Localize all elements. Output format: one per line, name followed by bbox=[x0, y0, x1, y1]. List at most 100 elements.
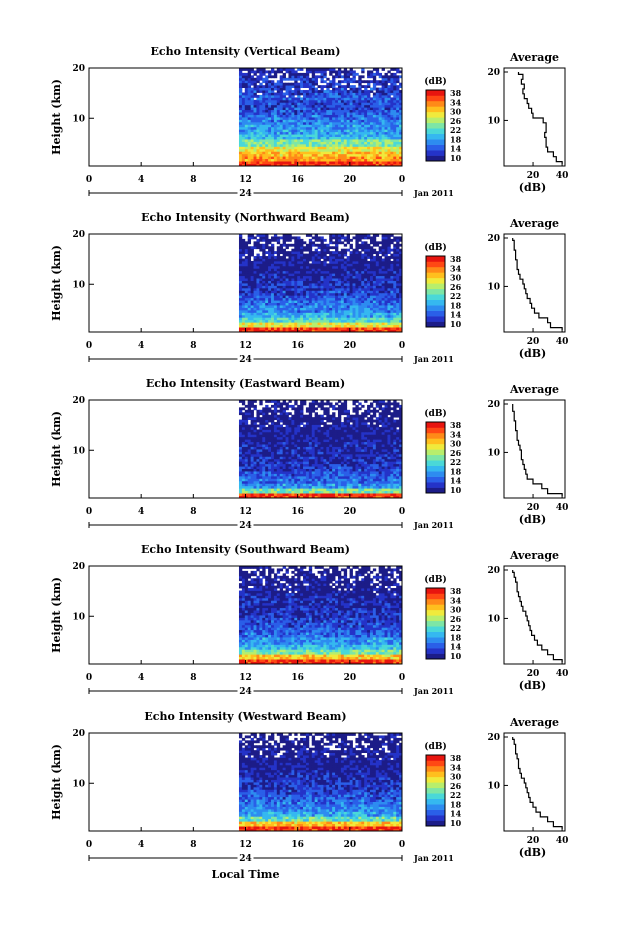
heatmap-cell bbox=[369, 317, 374, 321]
heatmap-cell bbox=[393, 260, 397, 264]
heatmap-cell bbox=[323, 119, 327, 123]
heatmap-cell bbox=[352, 143, 356, 147]
heatmap-cell bbox=[303, 475, 307, 479]
heatmap-cell bbox=[253, 134, 257, 137]
heatmap-cell bbox=[320, 327, 324, 330]
heatmap-cell bbox=[282, 141, 286, 145]
heatmap-cell bbox=[369, 139, 374, 142]
heatmap-cell bbox=[265, 114, 269, 118]
heatmap-cell bbox=[378, 300, 383, 303]
heatmap-cell bbox=[244, 241, 249, 245]
x-tick-label: 0 bbox=[86, 341, 92, 351]
heatmap-cell bbox=[381, 485, 385, 489]
heatmap-cell bbox=[238, 121, 243, 125]
heatmap-cell bbox=[375, 268, 380, 272]
heatmap-cell bbox=[291, 475, 295, 479]
heatmap-cell bbox=[399, 109, 403, 113]
heatmap-cell bbox=[256, 488, 260, 492]
heatmap-cell bbox=[244, 475, 249, 479]
heatmap-cell bbox=[297, 75, 301, 79]
colorbar-tick-label: 38 bbox=[450, 88, 462, 98]
heatmap-cell bbox=[320, 309, 324, 313]
heatmap-cell bbox=[256, 143, 260, 147]
heatmap-cell bbox=[387, 324, 391, 328]
heatmap-cell bbox=[271, 253, 275, 257]
heatmap-cell bbox=[262, 253, 266, 257]
heatmap-cell bbox=[369, 280, 374, 284]
heatmap-cell bbox=[297, 141, 301, 145]
heatmap-cell bbox=[282, 119, 286, 123]
heatmap-cell bbox=[372, 119, 377, 123]
heatmap-cell bbox=[282, 94, 286, 98]
heatmap-cell bbox=[259, 312, 263, 316]
heatmap-cell bbox=[308, 292, 313, 296]
heatmap-cell bbox=[387, 246, 391, 250]
heatmap-cell bbox=[320, 319, 324, 323]
heatmap-cell bbox=[323, 251, 327, 254]
heatmap-cell bbox=[314, 483, 318, 487]
heatmap-cell bbox=[323, 72, 327, 76]
heatmap-cell bbox=[378, 312, 383, 316]
heatmap-cell bbox=[244, 285, 249, 289]
heatmap-cell bbox=[288, 258, 292, 262]
heatmap-cell bbox=[303, 102, 307, 106]
heatmap-cell bbox=[305, 163, 310, 167]
heatmap-cell bbox=[346, 82, 350, 86]
heatmap-cell bbox=[250, 478, 254, 482]
average-title: Average bbox=[509, 217, 559, 230]
heatmap-cell bbox=[273, 151, 278, 155]
heatmap-cell bbox=[250, 253, 254, 257]
y-tick-label: 10 bbox=[72, 280, 85, 290]
heatmap-cell bbox=[247, 280, 252, 284]
heatmap-cell bbox=[238, 322, 243, 326]
heatmap-cell bbox=[390, 102, 394, 106]
heatmap-cell bbox=[276, 280, 281, 284]
heatmap-cell bbox=[326, 248, 330, 252]
heatmap-cell bbox=[244, 143, 249, 147]
heatmap-cell bbox=[241, 329, 246, 333]
heatmap-cell bbox=[300, 273, 304, 277]
heatmap-cell bbox=[314, 260, 318, 264]
heatmap-cell bbox=[317, 495, 321, 499]
heatmap-cell bbox=[367, 112, 371, 115]
heatmap-cell bbox=[358, 480, 362, 484]
heatmap-cell bbox=[265, 131, 269, 135]
heatmap-cell bbox=[375, 107, 380, 111]
heatmap-cell bbox=[343, 236, 348, 240]
heatmap-cell bbox=[323, 490, 327, 494]
heatmap-cell bbox=[326, 495, 330, 499]
heatmap-cell bbox=[305, 124, 310, 128]
heatmap-cell bbox=[268, 287, 272, 291]
heatmap-cell bbox=[323, 265, 327, 269]
heatmap-cell bbox=[372, 290, 377, 294]
heatmap-cell bbox=[259, 94, 263, 98]
heatmap-cell bbox=[367, 99, 371, 103]
heatmap-cell bbox=[247, 488, 252, 492]
heatmap-cell bbox=[332, 156, 336, 160]
heatmap-cell bbox=[352, 248, 356, 252]
heatmap-cell bbox=[323, 68, 327, 71]
heatmap-cell bbox=[335, 131, 339, 135]
heatmap-cell bbox=[317, 238, 321, 242]
heatmap-cell bbox=[335, 307, 339, 311]
heatmap-cell bbox=[320, 322, 324, 326]
heatmap-cell bbox=[399, 278, 403, 281]
heatmap-cell bbox=[279, 283, 284, 286]
heatmap-cell bbox=[355, 273, 359, 277]
heatmap-cell bbox=[285, 468, 289, 472]
heatmap-cell bbox=[259, 480, 263, 484]
heatmap-cell bbox=[349, 85, 353, 88]
heatmap-cell bbox=[390, 139, 394, 142]
heatmap-cell bbox=[396, 278, 400, 281]
heatmap-cell bbox=[276, 327, 281, 330]
heatmap-cell bbox=[285, 117, 289, 120]
heatmap-cell bbox=[329, 275, 333, 279]
heatmap-cell bbox=[390, 234, 394, 237]
heatmap-cell bbox=[241, 471, 246, 474]
heatmap-cell bbox=[314, 307, 318, 311]
heatmap-cell bbox=[396, 80, 400, 84]
heatmap-cell bbox=[390, 305, 394, 308]
heatmap-cell bbox=[323, 468, 327, 472]
heatmap-cell bbox=[355, 300, 359, 303]
heatmap-cell bbox=[317, 317, 321, 321]
